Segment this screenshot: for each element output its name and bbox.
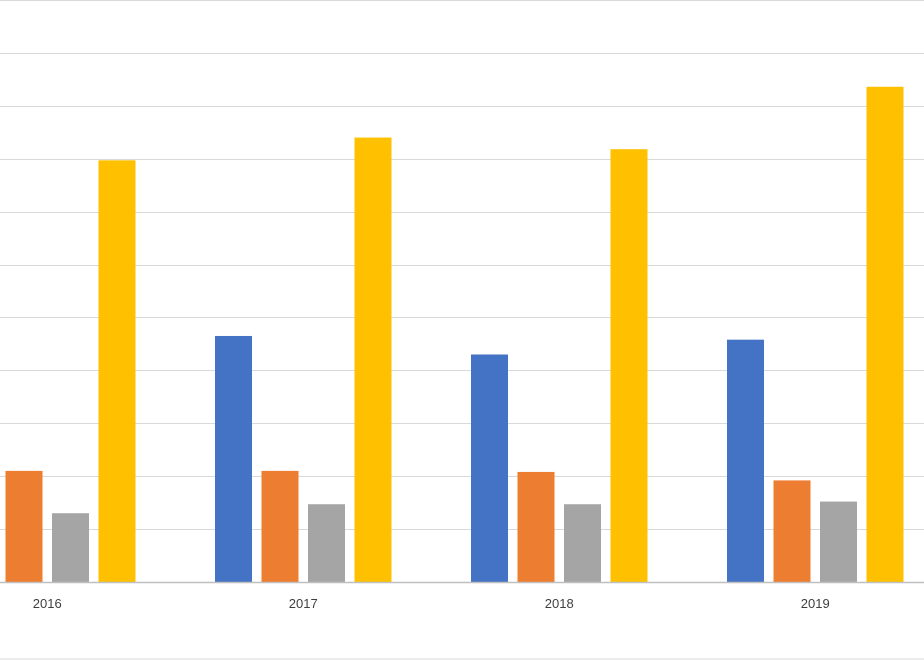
bar-2018-series-3: [564, 504, 601, 582]
bar-2017-series-2: [261, 470, 299, 582]
x-tick-label: 2019: [801, 596, 830, 611]
x-tick-label: 2018: [545, 596, 574, 611]
bar-2016-series-4: [98, 160, 136, 582]
bar-2019-series-1: [727, 339, 764, 582]
bar-2019-series-3: [820, 501, 857, 582]
x-tick-label: 2017: [289, 596, 318, 611]
bar-2018-series-2: [517, 471, 555, 582]
x-tick-labels: 2016 2017 2018 2019: [33, 596, 830, 611]
bar-2018-series-4: [610, 149, 648, 582]
bar-2019-series-4: [866, 86, 904, 583]
bar-2017-series-1: [215, 335, 252, 582]
bar-2019-series-2: [773, 480, 811, 582]
bar-2016-series-3: [52, 513, 89, 582]
x-tick-label: 2016: [33, 596, 62, 611]
x-axis: [0, 581, 924, 660]
bars: [5, 86, 904, 583]
bar-2017-series-4: [354, 137, 392, 582]
gridlines: [0, 0, 924, 530]
bar-2018-series-1: [471, 354, 508, 582]
bar-2017-series-3: [308, 504, 345, 582]
bar-2016-series-2: [5, 470, 43, 582]
